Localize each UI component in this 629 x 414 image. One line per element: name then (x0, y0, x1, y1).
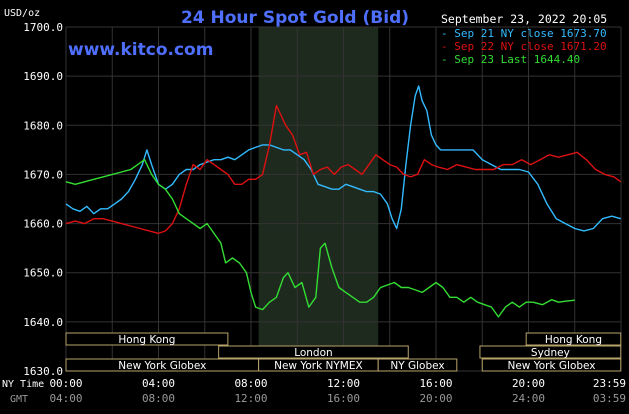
axis-layer: 1700.0 1690.0 1680.0 1670.0 1660.0 1650.0 1640… (23, 21, 626, 405)
session-bar-label: New York Globex (507, 360, 595, 372)
shaded-session-region (258, 27, 379, 371)
legend-entry: - Sep 22 NY close 1671.20 (441, 40, 607, 53)
x-tick-label-gmt: 08:00 (142, 392, 175, 405)
x-tick-label-ny: 16:00 (419, 377, 452, 390)
y-unit-label: USD/oz (4, 8, 40, 19)
legend-entry: - Sep 23 Last 1644.40 (441, 53, 580, 66)
series-layer (65, 85, 622, 318)
y-tick-label: 1660.0 (23, 218, 63, 231)
session-bar-label: New York Globex (118, 360, 206, 372)
session-bar-label: New York NYMEX (274, 360, 363, 372)
session-bar (218, 345, 409, 359)
x-tick-label-ny: 04:00 (142, 377, 175, 390)
session-bar (479, 345, 622, 359)
x-label-ny: NY Time (2, 379, 44, 390)
session-bars-layer: Hong Kong London New York Globex New York N… (65, 332, 622, 372)
x-tick-label-gmt: 20:00 (419, 392, 452, 405)
x-tick-label-gmt: 24:00 (512, 392, 545, 405)
x-tick-label-ny: 00:00 (49, 377, 82, 390)
x-tick-label-ny: 08:00 (234, 377, 267, 390)
y-tick-label: 1650.0 (23, 267, 63, 280)
y-tick-label: 1640.0 (23, 316, 63, 329)
series-line-1 (65, 104, 622, 235)
y-tick-label: 1690.0 (23, 70, 63, 83)
legend: - Sep 21 NY close 1673.70- Sep 22 NY clo… (441, 27, 607, 66)
x-tick-label-gmt: 16:00 (327, 392, 360, 405)
session-bar-label: London (294, 347, 333, 359)
timestamp-label: September 23, 2022 20:05 (441, 12, 607, 26)
chart-title: 24 Hour Spot Gold (Bid) (181, 8, 409, 28)
x-tick-label-ny: 12:00 (327, 377, 360, 390)
series-line-2 (65, 159, 575, 318)
x-tick-label-gmt: 03:59 (593, 392, 626, 405)
series-line-0 (65, 85, 621, 232)
session-bar (525, 332, 622, 346)
y-tick-label: 1630.0 (23, 365, 63, 378)
session-bar (481, 358, 622, 372)
session-shade-layer (258, 27, 379, 371)
website-label: www.kitco.com (68, 40, 213, 60)
y-tick-label: 1700.0 (23, 21, 63, 34)
x-tick-label-gmt: 04:00 (49, 392, 82, 405)
x-label-gmt: GMT (10, 394, 28, 405)
session-bar-label: Hong Kong (118, 334, 175, 346)
session-bar-label: Hong Kong (545, 334, 602, 346)
session-bar-label: Sydney (531, 347, 570, 359)
x-tick-label-ny: 20:00 (512, 377, 545, 390)
session-bar (377, 358, 458, 372)
session-bar-label: NY Globex (390, 360, 444, 372)
x-tick-label-gmt: 12:00 (234, 392, 267, 405)
session-bar (65, 332, 229, 346)
y-tick-label: 1680.0 (23, 119, 63, 132)
text-layer: 24 Hour Spot Gold (Bid) www.kitco.com Se… (2, 8, 607, 405)
legend-entry: - Sep 21 NY close 1673.70 (441, 27, 607, 40)
y-tick-label: 1670.0 (23, 168, 63, 181)
x-tick-label-ny: 23:59 (593, 377, 626, 390)
